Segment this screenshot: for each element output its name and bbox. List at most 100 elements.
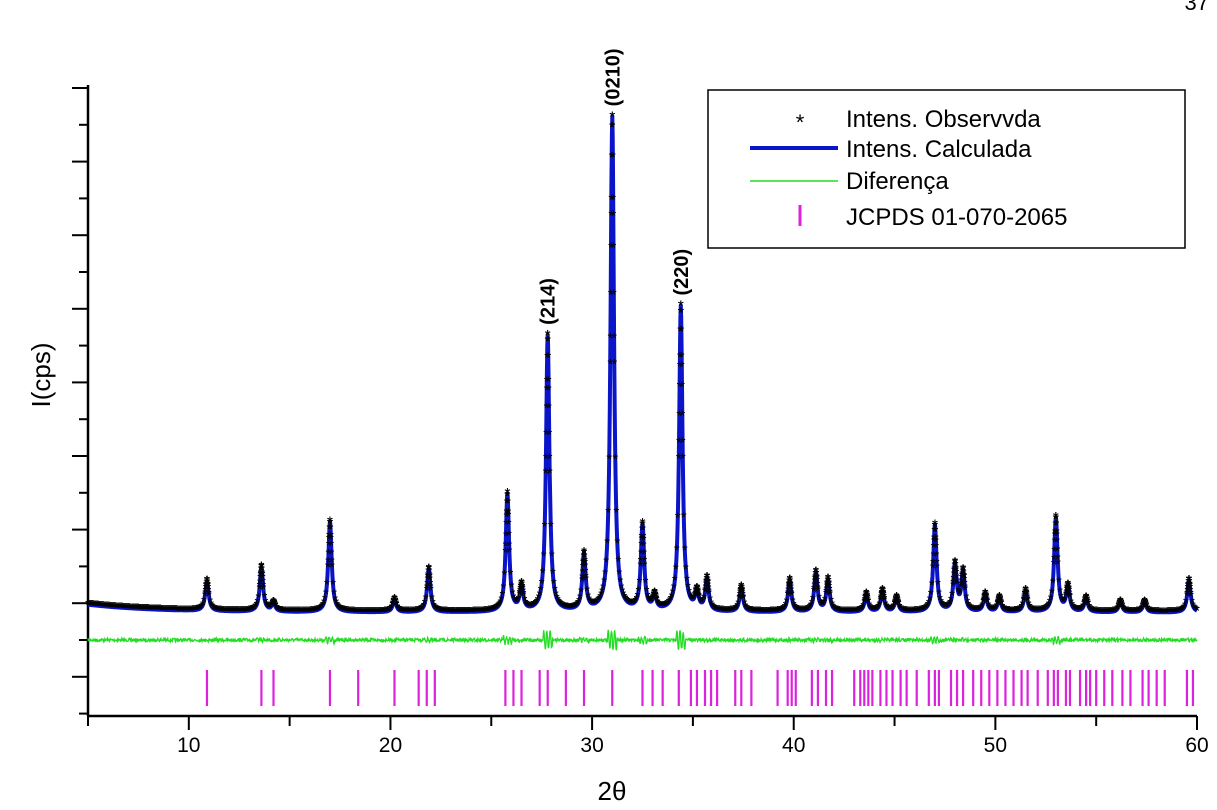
- observed-point: *: [259, 559, 265, 576]
- observed-point: *: [624, 594, 630, 611]
- observed-point: *: [960, 561, 966, 578]
- observed-point: *: [823, 586, 829, 603]
- observed-point: *: [836, 603, 842, 620]
- observed-point: *: [1182, 598, 1188, 615]
- observed-point: *: [608, 330, 614, 347]
- observed-point: *: [393, 596, 399, 613]
- observed-point: *: [696, 588, 702, 605]
- observed-point: *: [156, 602, 162, 619]
- observed-point: *: [313, 602, 319, 619]
- observed-point: *: [1141, 595, 1147, 612]
- observed-point: *: [1091, 603, 1097, 620]
- observed-point: *: [98, 598, 104, 615]
- x-tick-label: 20: [379, 734, 402, 757]
- observed-point: *: [704, 569, 710, 586]
- observed-point: *: [639, 532, 645, 549]
- observed-point: *: [774, 603, 780, 620]
- observed-point: *: [969, 601, 975, 618]
- observed-point: *: [1132, 604, 1138, 621]
- observed-point: *: [678, 323, 684, 340]
- observed-point: *: [544, 382, 550, 399]
- observed-point: *: [840, 603, 846, 620]
- observed-point: *: [490, 602, 496, 619]
- observed-point: *: [386, 603, 392, 620]
- observed-point: *: [570, 599, 576, 616]
- observed-point: *: [1181, 600, 1187, 617]
- observed-point: *: [107, 599, 113, 616]
- observed-point: *: [285, 604, 291, 621]
- observed-point: *: [569, 600, 575, 617]
- observed-point: *: [815, 583, 821, 600]
- observed-point: *: [756, 604, 762, 621]
- observed-point: *: [711, 600, 717, 617]
- observed-point: *: [706, 586, 712, 603]
- observed-point: *: [968, 601, 974, 618]
- observed-point: *: [205, 581, 211, 598]
- observed-point: *: [687, 588, 693, 605]
- observed-point: *: [995, 594, 1001, 611]
- observed-point: *: [1114, 601, 1120, 618]
- observed-point: *: [1022, 586, 1028, 603]
- observed-point: *: [371, 604, 377, 621]
- observed-point: *: [266, 599, 272, 616]
- observed-point: *: [923, 600, 929, 617]
- observed-point: *: [398, 603, 404, 620]
- observed-point: *: [653, 590, 659, 607]
- observed-point: *: [315, 602, 321, 619]
- page-number: 37: [1184, 0, 1209, 15]
- observed-point: *: [871, 602, 877, 619]
- observed-point: *: [103, 598, 109, 615]
- observed-point: *: [261, 581, 267, 598]
- observed-point: *: [639, 517, 645, 534]
- observed-point: *: [369, 604, 375, 621]
- observed-point: *: [750, 603, 756, 620]
- observed-point: *: [988, 601, 994, 618]
- observed-point: *: [807, 600, 813, 617]
- legend: * Intens. Observvda Intens. Calculada Di…: [707, 89, 1186, 249]
- observed-point: *: [501, 567, 507, 584]
- observed-point: *: [544, 373, 550, 390]
- observed-point: *: [682, 542, 688, 559]
- observed-point: *: [1144, 599, 1150, 616]
- observed-point: *: [1130, 604, 1136, 621]
- observed-point: *: [178, 602, 184, 619]
- observed-point: *: [177, 602, 183, 619]
- observed-point: *: [546, 373, 552, 390]
- observed-point: *: [327, 515, 333, 532]
- observed-point: *: [167, 602, 173, 619]
- observed-point: *: [470, 604, 476, 621]
- observed-point: *: [642, 558, 648, 575]
- observed-point: *: [676, 434, 682, 451]
- observed-point: *: [290, 604, 296, 621]
- observed-point: *: [162, 602, 168, 619]
- observed-point: *: [1159, 604, 1165, 621]
- observed-point: *: [739, 581, 745, 598]
- observed-point: *: [186, 602, 192, 619]
- observed-point: *: [984, 590, 990, 607]
- observed-point: *: [207, 594, 213, 611]
- observed-point: *: [664, 597, 670, 614]
- observed-point: *: [1175, 604, 1181, 621]
- observed-point: *: [428, 582, 434, 599]
- observed-point: *: [127, 600, 133, 617]
- observed-point: *: [744, 601, 750, 618]
- observed-point: *: [463, 604, 469, 621]
- observed-point: *: [889, 601, 895, 618]
- observed-point: *: [852, 603, 858, 620]
- observed-point: *: [144, 601, 150, 618]
- observed-point: *: [895, 593, 901, 610]
- observed-point: *: [843, 604, 849, 621]
- observed-point: *: [1126, 604, 1132, 621]
- observed-point: *: [909, 603, 915, 620]
- observed-point: *: [1104, 604, 1110, 621]
- observed-point: *: [424, 580, 430, 597]
- observed-point: *: [1154, 604, 1160, 621]
- observed-point: *: [287, 604, 293, 621]
- observed-point: *: [1006, 603, 1012, 620]
- observed-point: *: [249, 602, 255, 619]
- observed-point: *: [816, 590, 822, 607]
- observed-point: *: [1178, 603, 1184, 620]
- observed-point: *: [1094, 604, 1100, 621]
- observed-point: *: [984, 594, 990, 611]
- observed-point: *: [1053, 509, 1059, 526]
